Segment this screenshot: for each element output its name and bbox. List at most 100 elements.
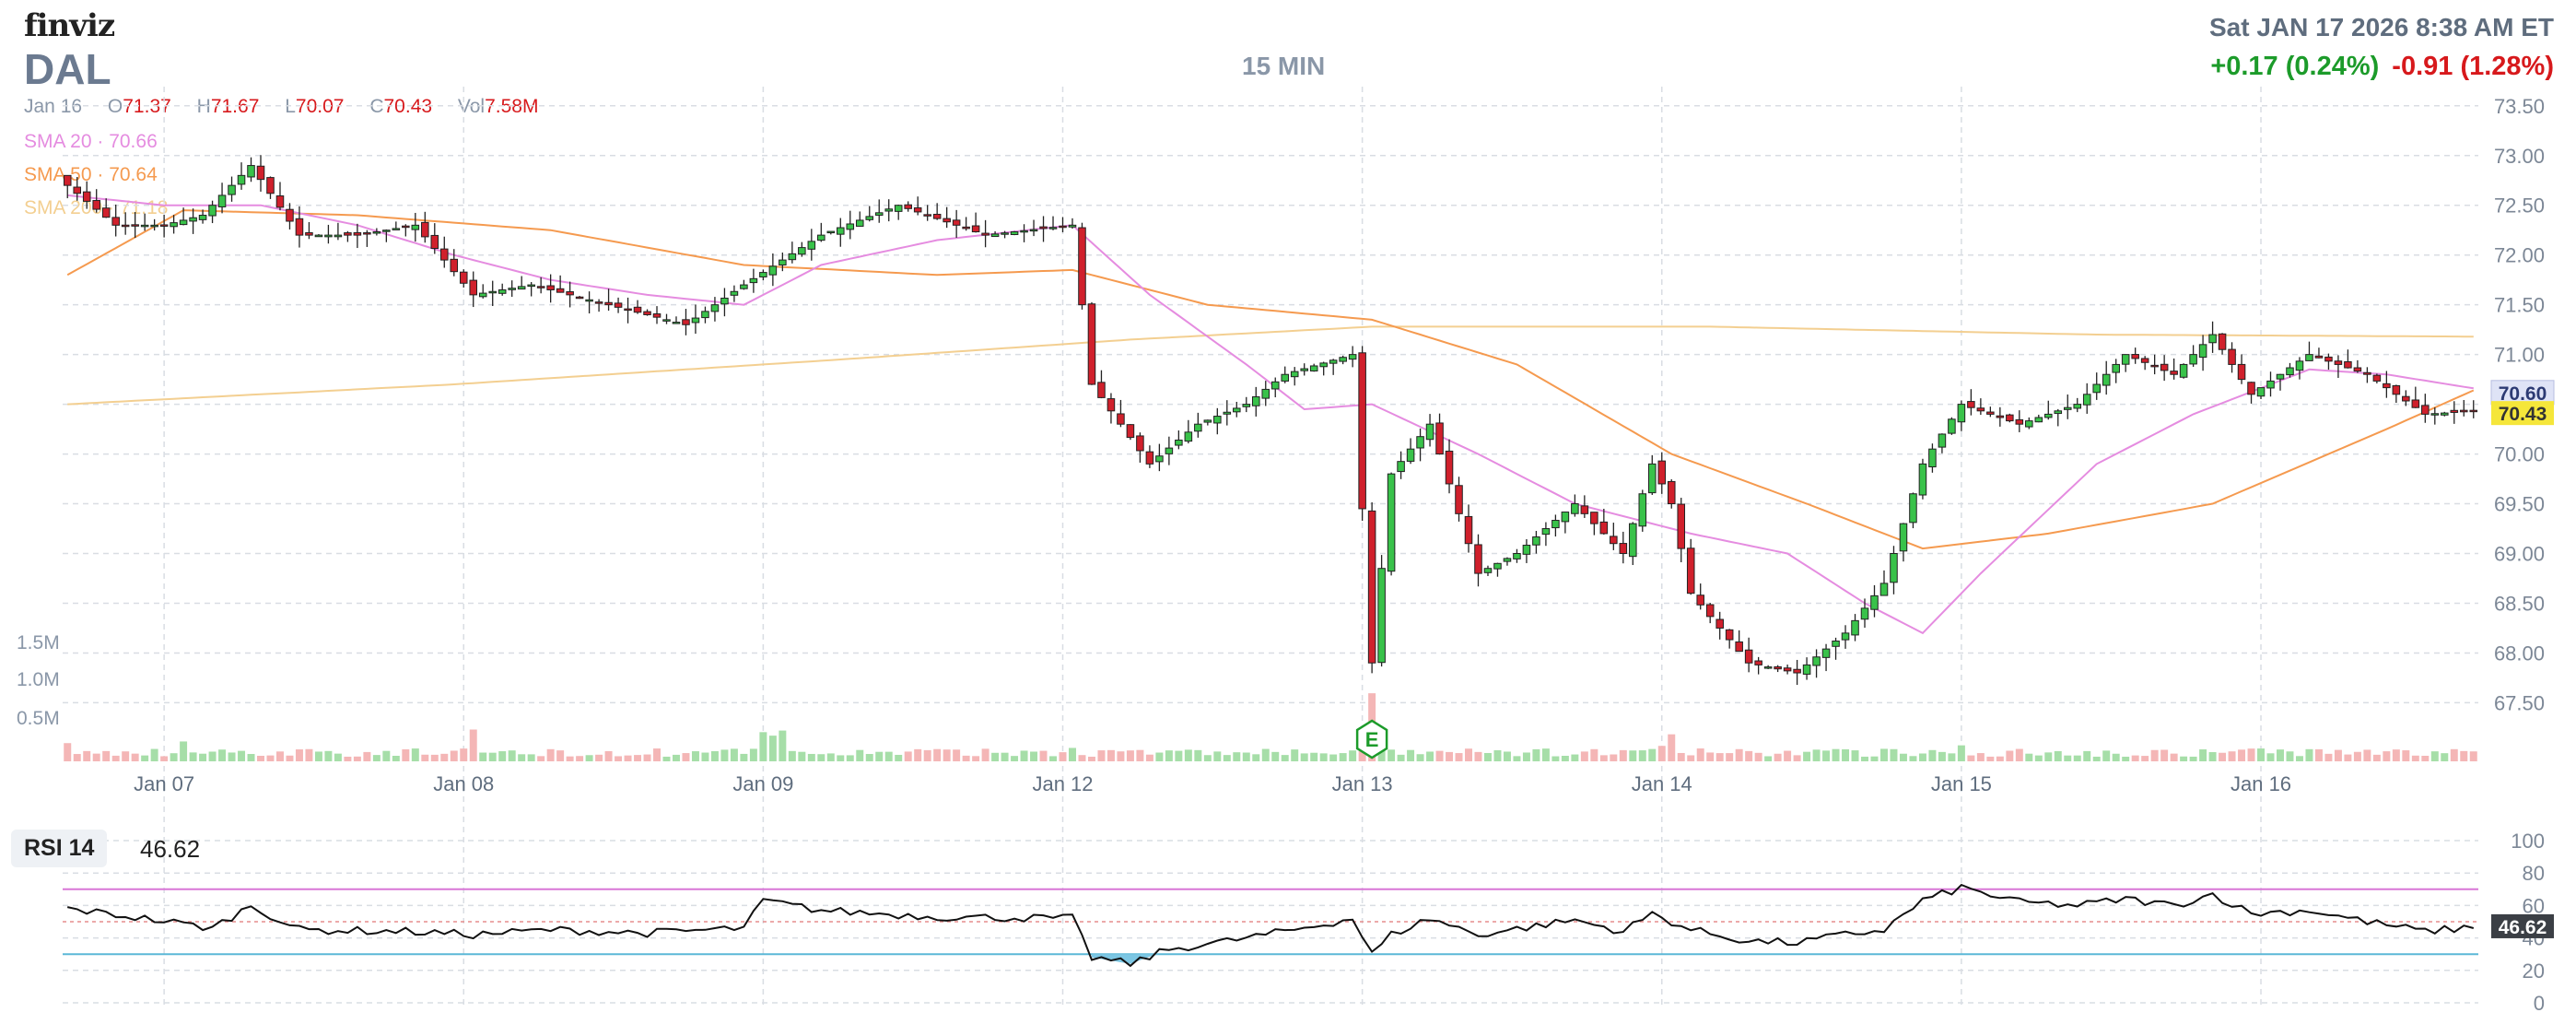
volume-bar <box>1522 752 1530 761</box>
volume-bar <box>1580 751 1588 761</box>
volume-bar <box>1474 751 1482 761</box>
volume-bar <box>2305 748 2313 761</box>
candle-body <box>672 322 681 324</box>
candle-body <box>1474 544 1482 574</box>
candle-body <box>1203 419 1212 423</box>
volume-bar <box>479 752 487 761</box>
volume-bar <box>1851 750 1859 761</box>
volume-tick-label: 1.0M <box>17 669 60 690</box>
volume-bar <box>981 748 989 761</box>
volume-bar <box>826 753 835 761</box>
volume-bar <box>2402 750 2410 761</box>
volume-bar <box>624 755 632 761</box>
candle-body <box>421 221 429 238</box>
volume-bar <box>1435 750 1444 761</box>
volume-bar <box>682 753 690 761</box>
candle-body <box>392 228 401 230</box>
volume-bar <box>837 755 845 761</box>
volume-bar <box>895 754 903 761</box>
volume-bar <box>208 751 217 761</box>
candle-body <box>1744 649 1753 664</box>
candle-body <box>2218 333 2227 350</box>
volume-bar <box>1503 751 1511 761</box>
candle-body <box>2295 360 2304 371</box>
volume-bar <box>460 748 468 761</box>
volume-bar <box>122 751 130 761</box>
volume-bar <box>779 730 787 761</box>
legend-sma20[interactable]: SMA 20 · 70.66 <box>24 131 158 152</box>
candle-body <box>2286 367 2294 376</box>
volume-bar <box>1735 748 1743 761</box>
rsi-tick-label: 100 <box>2511 830 2545 853</box>
candle-body <box>440 248 449 261</box>
volume-bar <box>2025 753 2033 761</box>
y-tick-label: 71.00 <box>2494 344 2545 367</box>
volume-bar <box>1117 751 1125 761</box>
candle-body <box>1629 523 1637 558</box>
candle-body <box>2121 354 2130 365</box>
candle-body <box>179 219 188 226</box>
volume-bar <box>430 754 439 761</box>
volume-bar <box>2266 753 2275 761</box>
candle-body <box>1522 545 1531 555</box>
volume-bar <box>199 753 207 761</box>
candle-body <box>1242 404 1251 407</box>
rsi-value: 46.62 <box>140 835 201 863</box>
candle-body <box>643 311 651 315</box>
candle-body <box>334 234 343 238</box>
candle-body <box>140 224 149 228</box>
volume-bar <box>1097 750 1106 761</box>
volume-bar <box>382 750 391 761</box>
volume-bar <box>953 749 961 761</box>
candle-body <box>2082 394 2091 406</box>
volume-bar <box>527 754 535 761</box>
candle-body <box>159 224 169 227</box>
candle-body <box>536 286 545 288</box>
volume-bar <box>566 756 574 761</box>
volume-bar <box>1842 748 1850 761</box>
volume-bar <box>556 750 565 761</box>
volume-bar <box>1610 754 1618 761</box>
candle-body <box>1812 656 1821 666</box>
candle-body <box>2430 413 2440 416</box>
volume-bar <box>2064 755 2072 761</box>
candle-body <box>1967 401 1975 408</box>
volume-bar <box>2189 756 2197 761</box>
candle-body <box>1580 505 1589 514</box>
volume-bar <box>1349 750 1357 761</box>
volume-bar <box>1996 756 2004 761</box>
candle-body <box>1657 460 1667 485</box>
volume-bar <box>1648 748 1657 761</box>
volume-bar <box>1715 753 1724 761</box>
candle-body <box>314 234 323 238</box>
volume-bar <box>2441 753 2449 761</box>
finviz-logo[interactable]: finviz <box>24 7 115 44</box>
y-tick-label: 72.50 <box>2494 194 2545 218</box>
candle-body <box>402 225 410 229</box>
candle-body <box>1281 373 1290 382</box>
volume-bar <box>2006 750 2014 761</box>
volume-bar <box>189 752 197 761</box>
candle-body <box>2411 399 2420 408</box>
candle-body <box>1319 362 1328 368</box>
candle-body <box>1735 641 1743 653</box>
candle-body <box>275 195 285 208</box>
candle-body <box>1890 553 1898 583</box>
candle-body <box>1445 450 1454 485</box>
candle-body <box>2025 420 2033 428</box>
volume-bar <box>2170 753 2178 761</box>
legend-sma50[interactable]: SMA 50 · 70.64 <box>24 164 158 185</box>
volume-bar <box>846 755 854 761</box>
axis-labels: 73.5073.0072.5072.0071.5071.0070.5070.00… <box>17 95 2555 795</box>
volume-bar <box>1107 749 1115 761</box>
candle-body <box>2469 409 2478 413</box>
candle-body <box>1300 368 1308 371</box>
candle-body <box>585 299 593 302</box>
candle-body <box>2276 373 2285 380</box>
candle-body <box>1561 512 1570 523</box>
volume-bar <box>1271 751 1280 761</box>
candle-body <box>1329 359 1338 364</box>
volume-bar <box>1638 750 1646 761</box>
volume-bar <box>83 750 91 761</box>
